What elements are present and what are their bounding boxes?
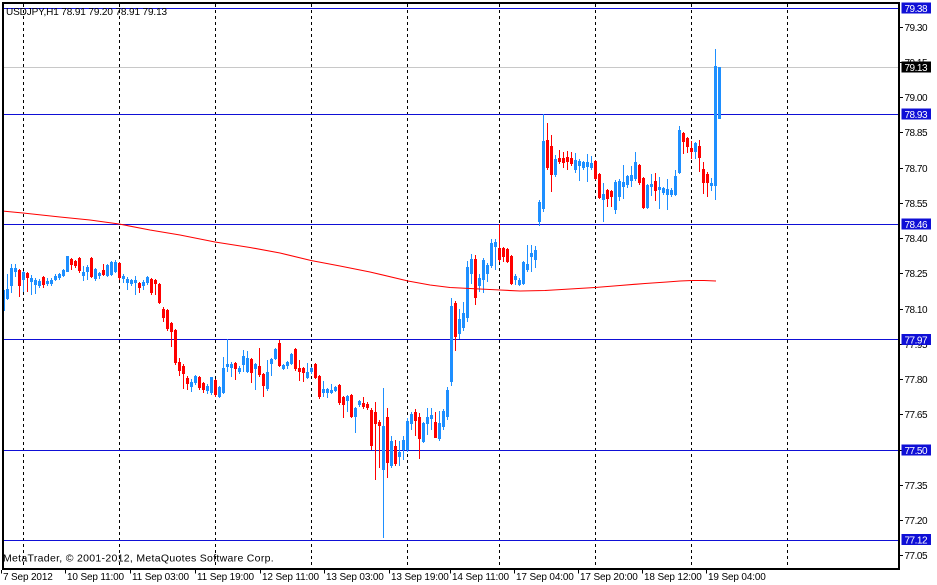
svg-text:78.10: 78.10 <box>905 305 928 316</box>
svg-text:77.50: 77.50 <box>905 446 928 457</box>
svg-text:79.13: 79.13 <box>905 63 928 74</box>
svg-text:78.46: 78.46 <box>905 220 928 231</box>
svg-text:77.12: 77.12 <box>905 535 928 546</box>
svg-text:78.25: 78.25 <box>905 269 928 280</box>
svg-text:19 Sep 04:00: 19 Sep 04:00 <box>708 572 766 583</box>
svg-text:14 Sep 11:00: 14 Sep 11:00 <box>452 572 510 583</box>
svg-text:77.35: 77.35 <box>905 481 928 492</box>
svg-text:77.80: 77.80 <box>905 375 928 386</box>
svg-text:78.85: 78.85 <box>905 128 928 139</box>
svg-text:11 Sep 03:00: 11 Sep 03:00 <box>132 572 190 583</box>
svg-text:77.05: 77.05 <box>905 551 928 562</box>
svg-text:78.93: 78.93 <box>905 110 928 121</box>
svg-text:10 Sep 11:00: 10 Sep 11:00 <box>67 572 125 583</box>
svg-text:78.70: 78.70 <box>905 164 928 175</box>
svg-text:77.20: 77.20 <box>905 516 928 527</box>
svg-text:77.95: 77.95 <box>905 340 928 351</box>
svg-text:11 Sep 19:00: 11 Sep 19:00 <box>197 572 255 583</box>
svg-text:13 Sep 03:00: 13 Sep 03:00 <box>326 572 384 583</box>
svg-text:79.38: 79.38 <box>905 4 928 15</box>
svg-text:79.00: 79.00 <box>905 93 928 104</box>
svg-text:12 Sep 11:00: 12 Sep 11:00 <box>262 572 320 583</box>
svg-text:USDJPY,H1 78.91 79.20 78.91 7: USDJPY,H1 78.91 79.20 78.91 79.13 <box>6 7 168 18</box>
svg-text:17 Sep 20:00: 17 Sep 20:00 <box>580 572 638 583</box>
svg-text:17 Sep 04:00: 17 Sep 04:00 <box>516 572 574 583</box>
svg-text:79.30: 79.30 <box>905 23 928 34</box>
svg-text:7 Sep 2012: 7 Sep 2012 <box>3 572 53 583</box>
svg-text:78.40: 78.40 <box>905 234 928 245</box>
svg-text:13 Sep 19:00: 13 Sep 19:00 <box>391 572 449 583</box>
svg-text:77.65: 77.65 <box>905 410 928 421</box>
svg-text:18 Sep 12:00: 18 Sep 12:00 <box>644 572 702 583</box>
svg-text:77.97: 77.97 <box>905 335 928 346</box>
svg-text:78.55: 78.55 <box>905 199 928 210</box>
svg-text:MetaTrader, © 2001-2012, MetaQ: MetaTrader, © 2001-2012, MetaQuotes Soft… <box>3 553 274 565</box>
